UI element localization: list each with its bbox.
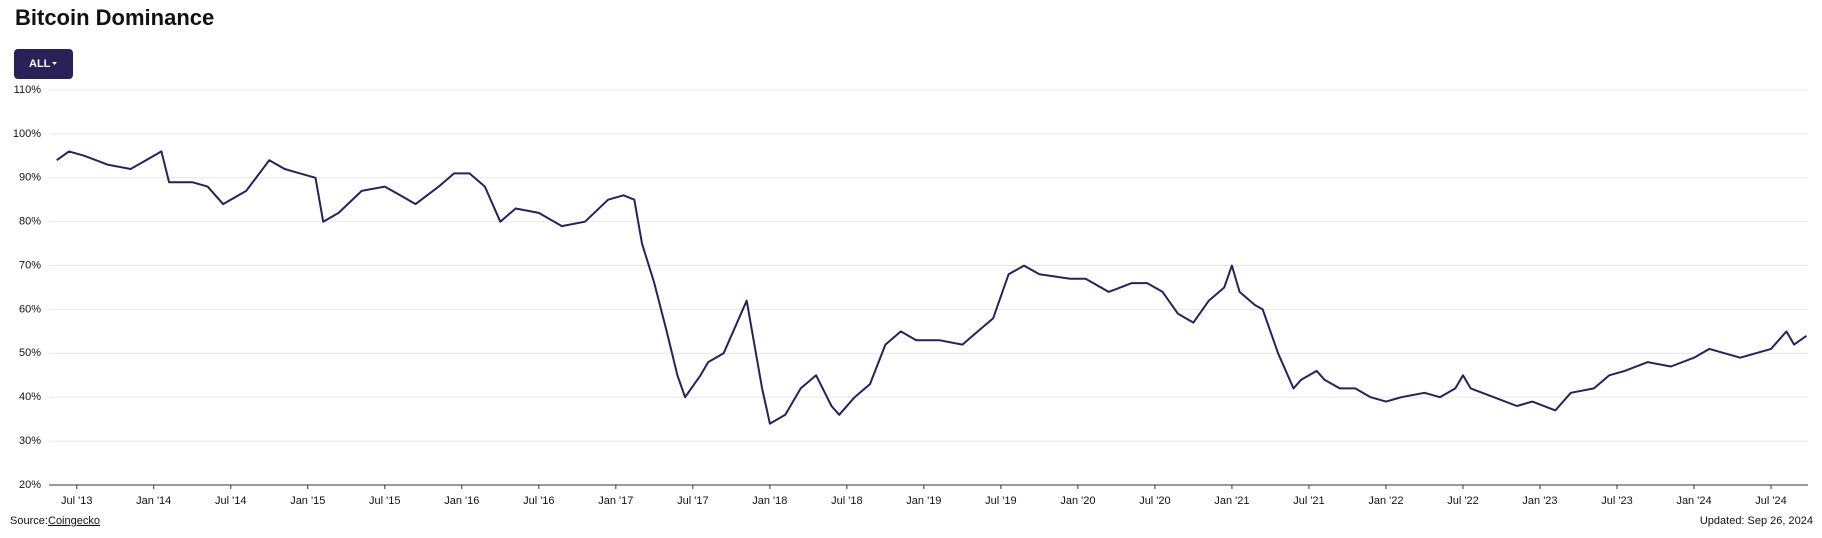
updated: Updated: Sep 26, 2024 bbox=[1700, 515, 1813, 527]
x-tick-label: Jan '16 bbox=[444, 495, 479, 507]
y-tick-label: 50% bbox=[19, 347, 41, 359]
y-tick-label: 40% bbox=[19, 391, 41, 403]
x-tick-label: Jul '22 bbox=[1447, 495, 1478, 507]
x-tick-label: Jan '22 bbox=[1368, 495, 1403, 507]
x-tick-label: Jul '23 bbox=[1601, 495, 1632, 507]
x-tick-label: Jul '16 bbox=[523, 495, 554, 507]
x-tick-label: Jul '19 bbox=[985, 495, 1016, 507]
x-tick-label: Jan '24 bbox=[1676, 495, 1711, 507]
y-tick-label: 90% bbox=[19, 172, 41, 184]
caret bbox=[52, 62, 57, 65]
y-tick-label: 110% bbox=[14, 84, 42, 96]
chart-title: Bitcoin Dominance bbox=[15, 5, 214, 30]
y-tick-label: 60% bbox=[19, 303, 41, 315]
x-tick-label: Jul '14 bbox=[215, 495, 246, 507]
x-tick-label: Jan '14 bbox=[136, 495, 171, 507]
x-tick-label: Jan '23 bbox=[1522, 495, 1557, 507]
y-tick-label: 100% bbox=[13, 128, 41, 140]
x-tick-label: Jan '21 bbox=[1214, 495, 1249, 507]
y-tick-label: 20% bbox=[19, 479, 41, 491]
x-tick-label: Jul '24 bbox=[1755, 495, 1786, 507]
x-tick-label: Jul '18 bbox=[831, 495, 862, 507]
button-label[interactable]: ALL bbox=[29, 58, 51, 70]
source-label: Source: bbox=[10, 515, 48, 527]
x-tick-label: Jul '21 bbox=[1293, 495, 1324, 507]
y-tick-label: 80% bbox=[19, 216, 41, 228]
x-tick-label: Jan '20 bbox=[1060, 495, 1095, 507]
range-button[interactable]: ALL bbox=[14, 49, 73, 79]
source-link[interactable]: Coingecko bbox=[48, 515, 100, 527]
y-tick-label: 30% bbox=[19, 435, 41, 447]
x-tick-label: Jan '18 bbox=[752, 495, 787, 507]
x-tick-label: Jul '13 bbox=[61, 495, 92, 507]
x-tick-label: Jul '17 bbox=[677, 495, 708, 507]
line bbox=[56, 150, 1808, 425]
x-tick-label: Jul '15 bbox=[369, 495, 400, 507]
x-tick-label: Jan '19 bbox=[906, 495, 941, 507]
x-tick-label: Jan '17 bbox=[598, 495, 633, 507]
y-tick-label: 70% bbox=[19, 259, 41, 271]
button-bg[interactable] bbox=[14, 49, 73, 79]
x-tick-label: Jan '15 bbox=[290, 495, 325, 507]
x-tick-label: Jul '20 bbox=[1139, 495, 1170, 507]
